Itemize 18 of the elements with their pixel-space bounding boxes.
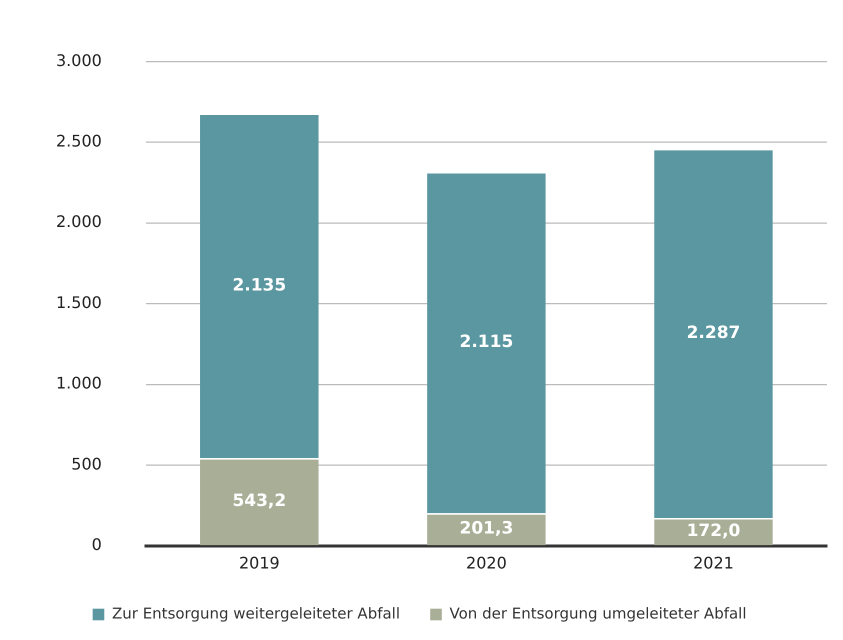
- data-label: 201,3: [460, 518, 514, 539]
- x-tick-label: 2020: [466, 554, 507, 573]
- data-label: 2.287: [686, 322, 740, 343]
- data-label: 2.135: [232, 275, 286, 296]
- x-tick-label: 2019: [238, 554, 280, 573]
- y-tick-label: 0: [92, 534, 102, 554]
- legend-label: Von der Entsorgung umgeleiteter Abfall: [450, 604, 747, 622]
- x-tick-label: 2021: [693, 554, 734, 573]
- y-tick-label: 1.000: [56, 374, 102, 393]
- data-label: 2.115: [460, 332, 514, 352]
- legend-label: Zur Entsorgung weitergeleiteter Abfall: [112, 604, 400, 622]
- y-tick-label: 2.000: [56, 212, 102, 232]
- y-tick-label: 1.500: [56, 292, 102, 312]
- data-label: 543,2: [232, 491, 286, 512]
- data-label: 172,0: [686, 521, 741, 542]
- y-tick-label: 500: [71, 454, 102, 474]
- y-tick-label: 2.500: [56, 131, 102, 150]
- y-tick-label: 3.000: [56, 50, 102, 70]
